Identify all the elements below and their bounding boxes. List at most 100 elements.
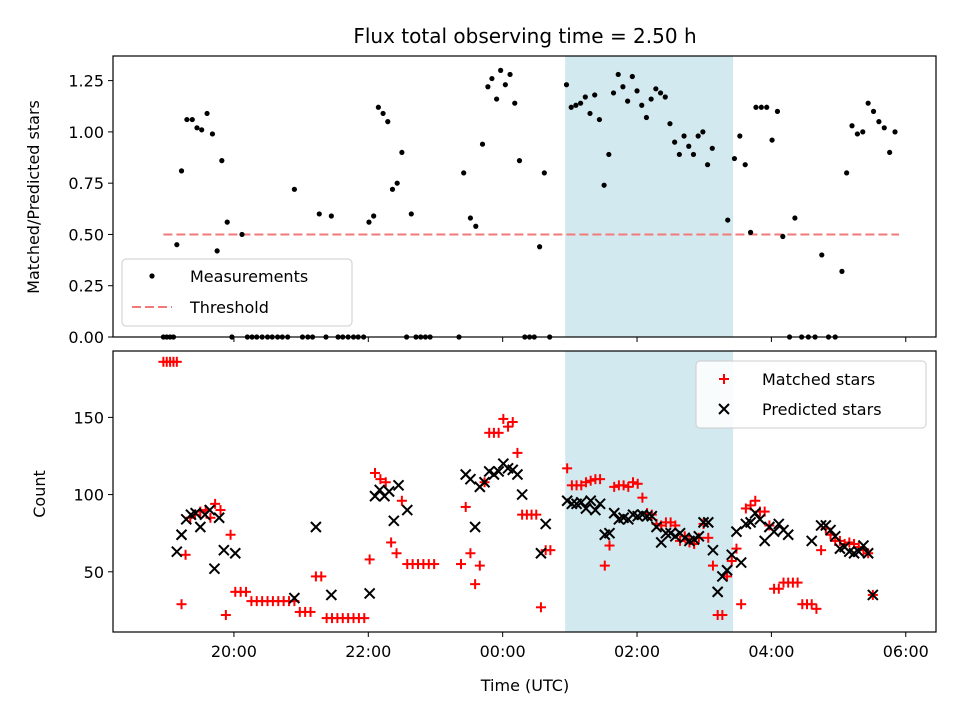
measurement-point (648, 96, 654, 102)
measurement-point (747, 229, 754, 235)
predicted-star-point (208, 562, 221, 575)
matched-star-point (731, 543, 742, 554)
measurement-point (408, 211, 414, 217)
predicted-star-point-b (693, 530, 705, 542)
predicted-star-point (754, 513, 766, 525)
x-tick-label: 20:00 (211, 642, 257, 661)
matched-star-point (585, 475, 596, 486)
matched-star-point (580, 477, 591, 488)
predicted-star-point (758, 535, 771, 547)
predicted-star-point-b (561, 495, 573, 507)
matched-star-point (210, 498, 221, 509)
predicted-star-point-b (589, 504, 602, 516)
matched-star-point (375, 474, 386, 485)
legend-predicted-label: Predicted stars (762, 400, 882, 419)
chart-title: Flux total observing time = 2.50 h (353, 24, 696, 48)
predicted-star-point-b (702, 516, 714, 529)
matched-star-point (305, 606, 316, 617)
predicted-star-point (707, 544, 719, 556)
matched-star-point (316, 571, 327, 582)
bottom-legend-box (695, 360, 927, 429)
predicted-star-point (829, 530, 841, 542)
measurement-point (209, 131, 216, 137)
predicted-star-point-b (721, 564, 733, 576)
measurement-point (174, 242, 180, 248)
predicted-star-point-b (401, 504, 413, 516)
predicted-star-point (374, 484, 386, 496)
predicted-star-point-b (758, 535, 771, 547)
predicted-star-point (815, 519, 827, 532)
predicted-star-point-b (208, 562, 221, 575)
predicted-star-point (603, 527, 616, 539)
measurement-point (695, 133, 701, 139)
predicted-star-point (310, 521, 322, 533)
matched-star-point (391, 548, 402, 559)
matched-star-point (474, 560, 485, 571)
measurement-point (291, 186, 297, 192)
predicted-star-point (204, 504, 216, 516)
measurement-point (512, 100, 518, 106)
measurement-point (467, 215, 474, 221)
predicted-star-point-b (627, 508, 639, 521)
measurement-point (592, 92, 598, 98)
measurement-point (704, 162, 711, 168)
measurement-point (887, 149, 893, 156)
measurement-point (839, 268, 845, 274)
predicted-star-point (589, 504, 602, 516)
predicted-star-point-b (388, 515, 400, 527)
predicted-star-point (516, 488, 528, 501)
predicted-star-point-b (862, 547, 874, 559)
measurement-point (758, 104, 764, 110)
matched-star-point (816, 545, 827, 556)
bottom-axes-frame (112, 350, 937, 633)
measurement-point (849, 123, 855, 129)
predicted-star-point-b (511, 468, 524, 481)
predicted-star-point-b (617, 512, 630, 524)
measurement-point (657, 90, 664, 96)
predicted-star-point (867, 589, 879, 601)
predicted-star-point-b (655, 536, 667, 549)
predicted-star-point-b (730, 525, 743, 538)
predicted-star-point-b (363, 587, 376, 600)
predicted-star-point (857, 539, 870, 552)
measurement-point (587, 110, 593, 117)
measurement-point (366, 219, 372, 225)
matched-star-point (736, 599, 747, 610)
predicted-star-point-b (204, 504, 216, 516)
predicted-star-point (363, 587, 376, 600)
matched-star-point (456, 559, 467, 570)
measurement-point (854, 131, 860, 137)
matched-star-point (717, 610, 728, 621)
matched-star-point (364, 554, 375, 565)
predicted-star-point-b (707, 544, 719, 556)
measurement-point (563, 82, 570, 88)
legend-threshold-label: Threshold (189, 298, 269, 317)
predicted-star-point-b (288, 592, 301, 604)
predicted-star-point (575, 496, 587, 509)
measurement-point (625, 98, 631, 104)
predicted-star-point (464, 473, 477, 485)
predicted-star-point (782, 529, 794, 541)
matched-star-point (811, 603, 822, 614)
predicted-star-point-b (584, 495, 597, 507)
measurement-point (498, 67, 504, 73)
legend-matched-label: Matched stars (762, 370, 875, 389)
predicted-star-point (478, 476, 491, 488)
predicted-star-point (566, 498, 578, 510)
measurement-point (780, 233, 786, 240)
measurement-point (601, 182, 607, 188)
measurement-point (634, 88, 640, 94)
measurement-point (507, 71, 513, 78)
matched-star-point (535, 602, 546, 613)
measurement-point (676, 151, 682, 158)
bottom-y-tick-label: 150 (73, 408, 104, 427)
predicted-star-point (535, 547, 547, 559)
matched-star-point (707, 560, 718, 571)
matched-star-point (595, 474, 606, 485)
predicted-star-point-b (650, 521, 663, 533)
measurement-point (485, 84, 491, 90)
measurement-point (844, 170, 850, 176)
predicted-star-point (716, 570, 729, 583)
predicted-star-point-b (374, 484, 386, 496)
